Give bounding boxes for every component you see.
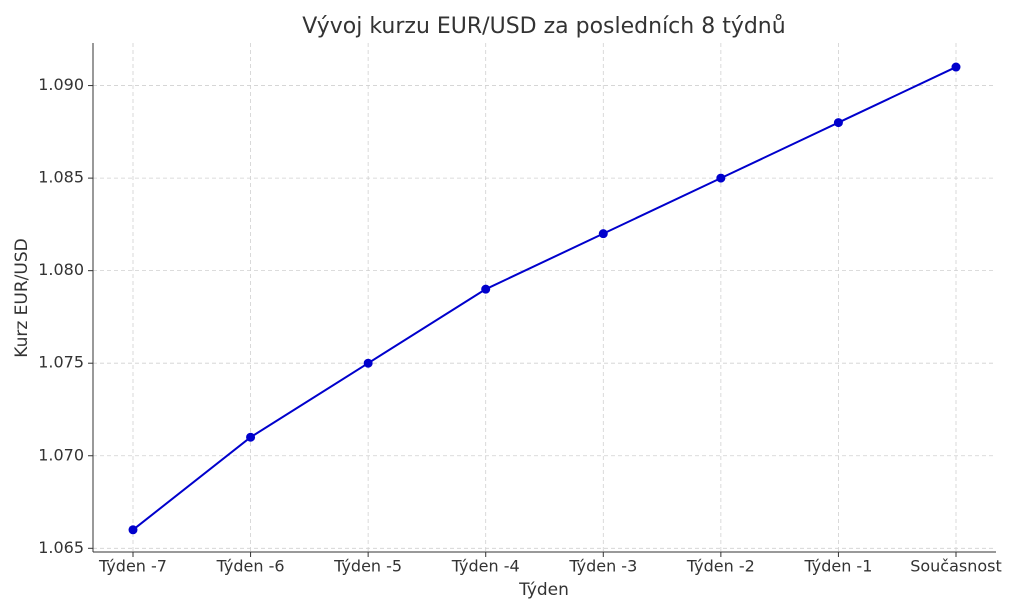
x-tick-label: Týden -3 — [568, 557, 637, 576]
data-line — [132, 66, 957, 531]
chart-title: Vývoj kurzu EUR/USD za posledních 8 týdn… — [302, 14, 785, 39]
x-tick-label: Týden -4 — [451, 557, 520, 576]
x-tick-label: Současnost — [910, 557, 1002, 576]
data-point — [951, 62, 961, 72]
data-point — [598, 229, 608, 239]
x-tick-label: Týden -6 — [216, 557, 285, 576]
data-point — [833, 118, 843, 128]
x-axis-label: Týden — [518, 580, 569, 600]
x-tick-label: Týden -5 — [333, 557, 402, 576]
y-tick-label: 1.065 — [38, 538, 84, 557]
data-point — [716, 173, 726, 183]
x-tick-label: Týden -1 — [803, 557, 872, 576]
data-point — [481, 284, 491, 294]
y-axis-label: Kurz EUR/USD — [12, 238, 32, 357]
data-point — [128, 525, 138, 535]
data-point — [363, 358, 373, 368]
data-point — [246, 432, 256, 442]
y-tick-label: 1.090 — [38, 75, 84, 94]
y-tick-label: 1.075 — [38, 353, 84, 372]
x-tick-label: Týden -7 — [98, 557, 167, 576]
y-tick-label: 1.070 — [38, 445, 84, 464]
y-tick-label: 1.085 — [38, 168, 84, 187]
x-tick-label: Týden -2 — [686, 557, 755, 576]
y-tick-label: 1.080 — [38, 260, 84, 279]
